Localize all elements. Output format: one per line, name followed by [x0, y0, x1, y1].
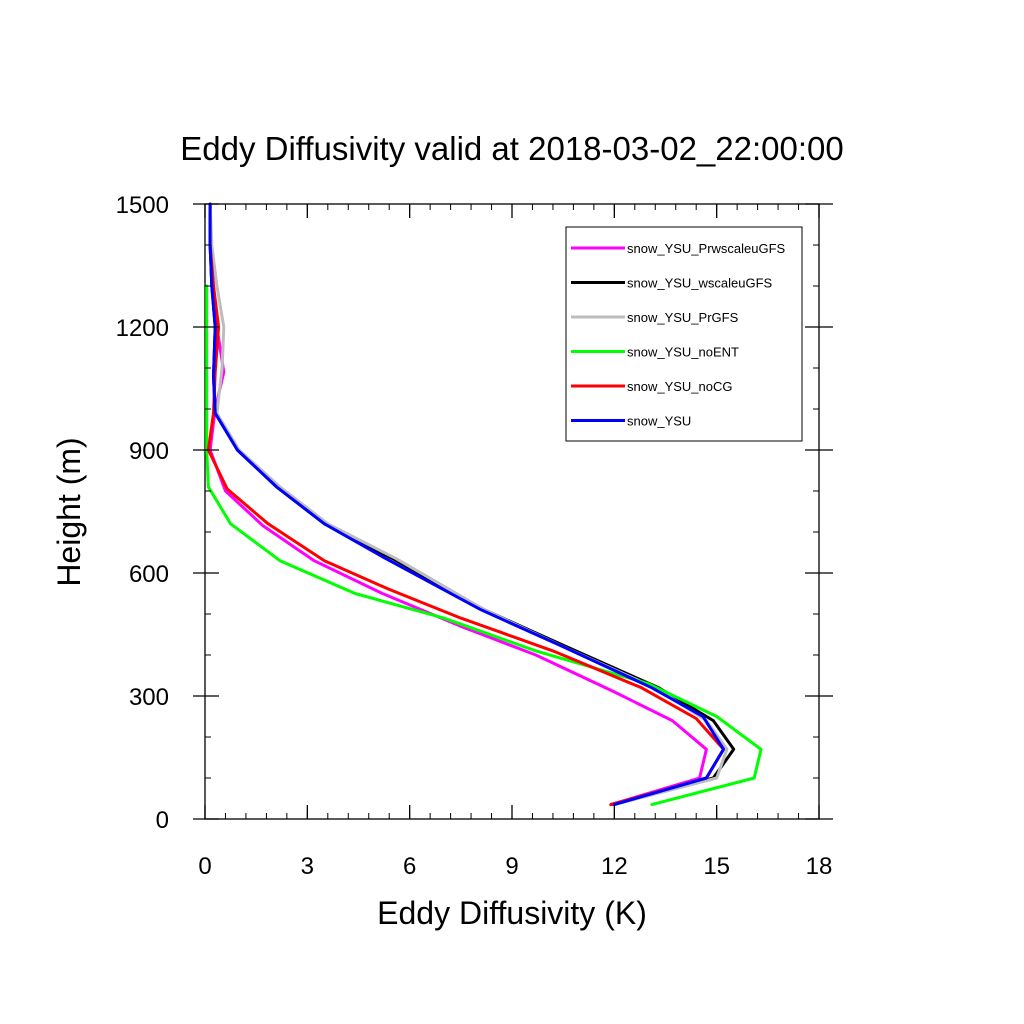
- series-line-4: [206, 243, 725, 807]
- x-axis-ticks: 0 3 6 9 12 15 18: [198, 204, 832, 880]
- series-layer: [205, 202, 763, 807]
- legend-label-3: snow_YSU_noENT: [627, 345, 739, 360]
- legend-label-1: snow_YSU_wscaleuGFS: [627, 276, 773, 291]
- series-line-3: [205, 284, 763, 807]
- x-tick-label: 0: [198, 853, 211, 880]
- legend-label-5: snow_YSU: [627, 414, 691, 429]
- y-axis-label: Height (m): [51, 437, 87, 586]
- legend-label-0: snow_YSU_PrwscaleuGFS: [627, 241, 786, 256]
- legend-label-2: snow_YSU_PrGFS: [627, 310, 739, 325]
- x-tick-label: 18: [806, 853, 833, 880]
- series-line-5: [208, 202, 725, 807]
- y-tick-label: 1200: [116, 315, 169, 342]
- y-tick-label: 0: [156, 807, 169, 834]
- legend: snow_YSU_PrwscaleuGFS snow_YSU_wscaleuGFS…: [565, 226, 803, 442]
- x-tick-label: 12: [601, 853, 628, 880]
- y-tick-label: 300: [129, 684, 169, 711]
- y-tick-label: 600: [129, 561, 169, 588]
- x-axis-label: Eddy Diffusivity (K): [377, 895, 647, 931]
- y-tick-label: 900: [129, 438, 169, 465]
- plot-area: 0 3 6 9 12 15 18 0 300 600 900 1200 1500: [116, 192, 833, 880]
- x-tick-label: 6: [403, 853, 416, 880]
- x-tick-label: 9: [505, 853, 518, 880]
- x-tick-label: 3: [301, 853, 314, 880]
- legend-items: snow_YSU_PrwscaleuGFS snow_YSU_wscaleuGFS…: [571, 241, 786, 429]
- y-tick-label: 1500: [116, 192, 169, 219]
- chart-title: Eddy Diffusivity valid at 2018-03-02_22:…: [180, 130, 843, 167]
- legend-label-4: snow_YSU_noCG: [627, 379, 733, 394]
- legend-box: [565, 226, 803, 442]
- x-tick-label: 15: [703, 853, 730, 880]
- y-axis-ticks: 0 300 600 900 1200 1500: [116, 192, 833, 834]
